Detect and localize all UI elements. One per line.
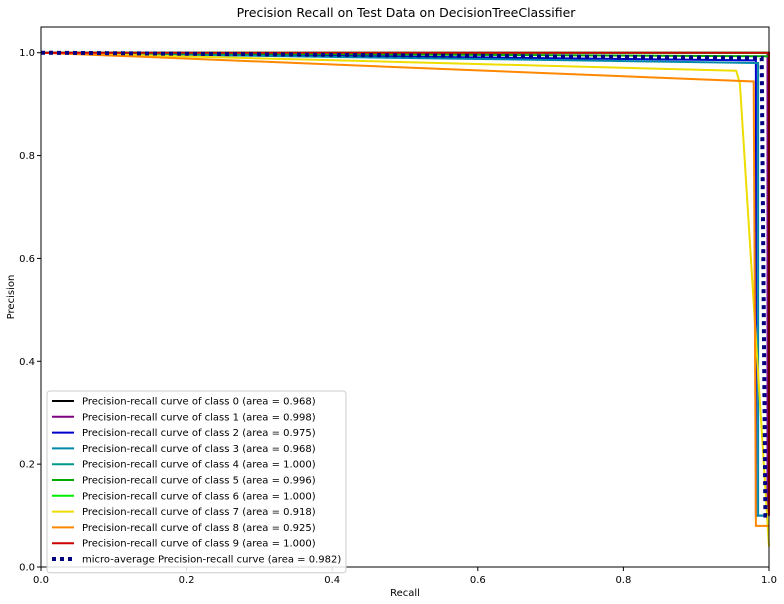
y-tick-label-3: 0.6 [19, 254, 35, 265]
series-line-10 [40, 50, 769, 518]
legend-label-10: micro-average Precision-recall curve (ar… [82, 555, 341, 566]
x-tick-label-4: 0.8 [615, 575, 631, 586]
series-line-8 [40, 51, 769, 527]
y-tick-label-1: 0.2 [19, 460, 35, 471]
legend-label-2: Precision-recall curve of class 2 (area … [82, 428, 316, 439]
y-tick-label-2: 0.4 [19, 357, 35, 368]
series-line-3 [40, 51, 769, 517]
legend-label-3: Precision-recall curve of class 3 (area … [82, 444, 316, 455]
y-axis-label: Precision [6, 275, 17, 320]
x-tick-label-1: 0.2 [179, 575, 195, 586]
legend-label-7: Precision-recall curve of class 7 (area … [82, 507, 316, 518]
legend-box [46, 390, 347, 574]
legend: Precision-recall curve of class 0 (area … [46, 390, 347, 574]
axis-ticks: 0.0 0.2 0.4 0.6 0.8 1.0 0.0 0.2 0.4 0.6 0.8 1.0 [19, 48, 777, 586]
legend-label-0: Precision-recall curve of class 0 (area … [82, 397, 316, 408]
legend-label-5: Precision-recall curve of class 5 (area … [82, 476, 316, 487]
legend-label-4: Precision-recall curve of class 4 (area … [82, 460, 316, 471]
x-tick-label-5: 1.0 [761, 575, 777, 586]
axes-frame [40, 26, 770, 568]
legend-label-9: Precision-recall curve of class 9 (area … [82, 539, 316, 550]
chart-title: Precision Recall on Test Data on Decisio… [237, 5, 577, 20]
y-tick-label-0: 0.0 [19, 563, 35, 574]
x-axis-label: Recall [390, 588, 420, 599]
x-tick-label-3: 0.6 [470, 575, 486, 586]
x-tick-label-0: 0.0 [33, 575, 49, 586]
legend-label-6: Precision-recall curve of class 6 (area … [82, 491, 316, 502]
x-tick-label-2: 0.4 [324, 575, 340, 586]
y-tick-label-4: 0.8 [19, 151, 35, 162]
y-tick-label-5: 1.0 [19, 48, 35, 59]
legend-label-8: Precision-recall curve of class 8 (area … [82, 523, 316, 534]
legend-label-1: Precision-recall curve of class 1 (area … [82, 412, 316, 423]
